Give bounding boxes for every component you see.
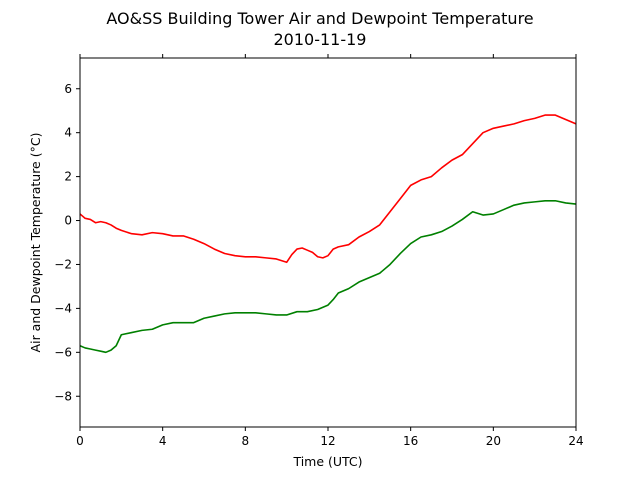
x-tick-label: 16 xyxy=(403,434,418,448)
x-tick-label: 24 xyxy=(568,434,583,448)
x-axis-label: Time (UTC) xyxy=(292,454,362,469)
y-tick-label: −8 xyxy=(54,389,72,403)
chart-title: AO&SS Building Tower Air and Dewpoint Te… xyxy=(106,9,533,28)
x-tick-label: 0 xyxy=(76,434,84,448)
y-tick-label: −2 xyxy=(54,257,72,271)
y-tick-label: −6 xyxy=(54,345,72,359)
x-tick-label: 8 xyxy=(242,434,250,448)
series-line-0 xyxy=(79,114,577,264)
y-tick-label: −4 xyxy=(54,301,72,315)
y-tick-label: 4 xyxy=(64,126,72,140)
x-tick-label: 4 xyxy=(159,434,167,448)
y-tick-label: 0 xyxy=(64,214,72,228)
plot-frame xyxy=(79,57,577,428)
series-layer xyxy=(79,114,577,354)
chart-subtitle: 2010-11-19 xyxy=(274,30,367,49)
y-tick-label: 6 xyxy=(64,82,72,96)
y-axis-label: Air and Dewpoint Temperature (°C) xyxy=(28,133,43,353)
series-line-1 xyxy=(79,199,577,354)
x-tick-label: 20 xyxy=(486,434,501,448)
x-tick-label: 12 xyxy=(320,434,335,448)
y-tick-label: 2 xyxy=(64,170,72,184)
